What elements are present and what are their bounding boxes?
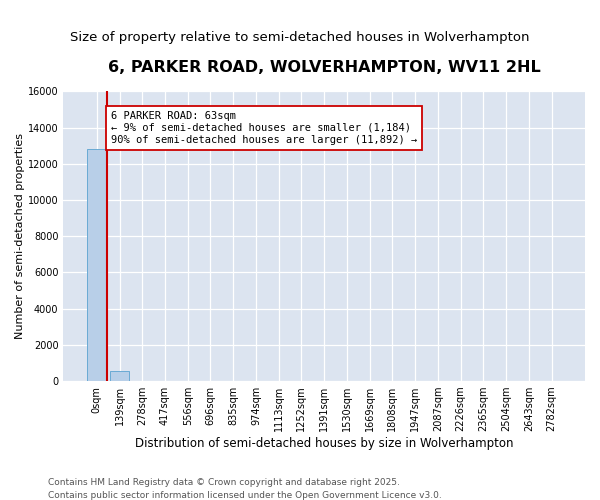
Title: 6, PARKER ROAD, WOLVERHAMPTON, WV11 2HL: 6, PARKER ROAD, WOLVERHAMPTON, WV11 2HL <box>108 60 541 75</box>
Text: 6 PARKER ROAD: 63sqm
← 9% of semi-detached houses are smaller (1,184)
90% of sem: 6 PARKER ROAD: 63sqm ← 9% of semi-detach… <box>111 112 417 144</box>
Text: Contains HM Land Registry data © Crown copyright and database right 2025.
Contai: Contains HM Land Registry data © Crown c… <box>48 478 442 500</box>
Bar <box>87 150 106 381</box>
Bar <box>110 372 129 381</box>
X-axis label: Distribution of semi-detached houses by size in Wolverhampton: Distribution of semi-detached houses by … <box>135 437 514 450</box>
Text: Size of property relative to semi-detached houses in Wolverhampton: Size of property relative to semi-detach… <box>70 32 530 44</box>
Y-axis label: Number of semi-detached properties: Number of semi-detached properties <box>15 133 25 339</box>
